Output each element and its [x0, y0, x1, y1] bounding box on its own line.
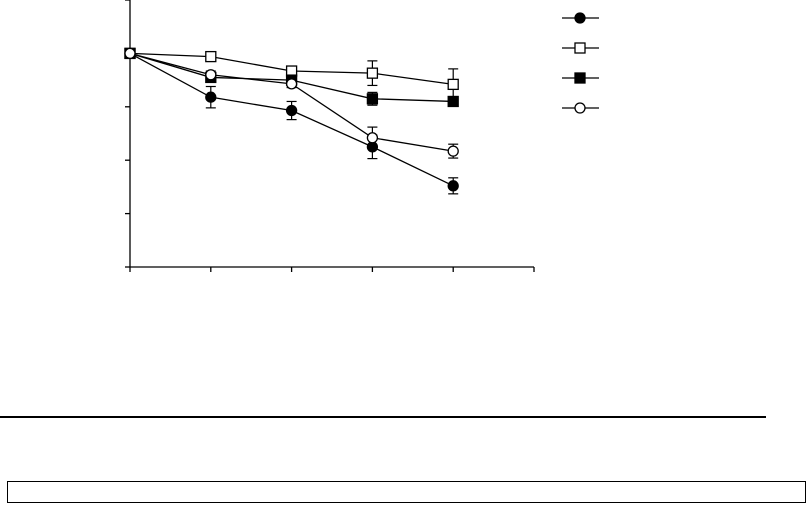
legend-entry-1	[562, 12, 599, 24]
series-3-point-4	[447, 95, 459, 108]
series-1-point-4	[447, 180, 459, 192]
series-3-point-3	[366, 93, 379, 105]
series-4-point-2	[285, 78, 298, 90]
legend-entry-3	[562, 72, 599, 84]
series-4-point-1	[205, 69, 217, 81]
series-2-point-1	[205, 50, 217, 63]
legend-marker-1	[574, 12, 586, 24]
series-4	[124, 47, 459, 159]
series-2-point-4	[447, 78, 459, 91]
chart-legend	[562, 12, 599, 114]
series-4-point-4	[447, 145, 459, 157]
caption-box	[7, 481, 806, 503]
series-1-point-2	[285, 104, 298, 117]
series-4-point-3	[366, 132, 379, 144]
legend-marker-4	[574, 102, 586, 114]
chart-series	[124, 47, 459, 195]
series-1-point-1	[205, 91, 217, 103]
legend-entry-2	[562, 42, 599, 54]
horizontal-divider	[0, 416, 766, 418]
series-4-point-0	[124, 47, 136, 60]
legend-marker-3	[574, 72, 586, 84]
legend-marker-2	[574, 42, 586, 54]
series-2	[124, 47, 459, 101]
series-2-point-3	[366, 67, 379, 79]
chart-axes	[125, 0, 535, 272]
line-chart	[124, 0, 599, 272]
legend-entry-4	[562, 102, 599, 114]
